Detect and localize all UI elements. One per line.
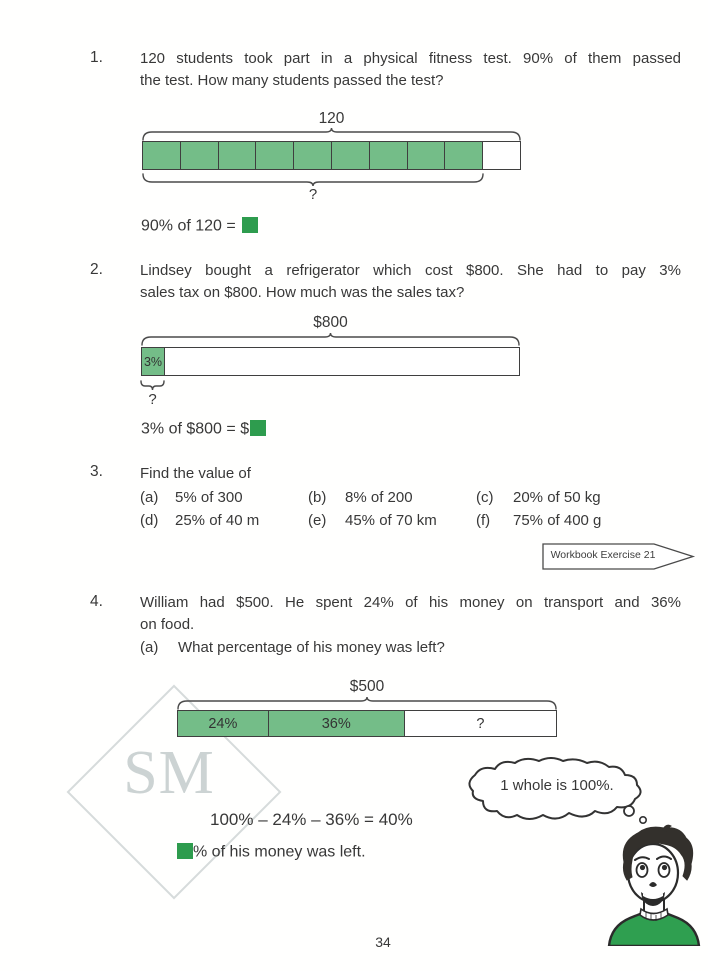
problem-1-line-2: the test. How many students passed the t… xyxy=(140,72,444,89)
bar1-segment xyxy=(218,142,257,169)
bar1-segment xyxy=(294,142,332,169)
exercise-grid: (a) 5% of 300 (b) 8% of 200 (c) 20% of 5… xyxy=(140,486,688,532)
exercise-item-label: (a) xyxy=(140,489,159,506)
bar4-segment-left: ? xyxy=(405,711,556,736)
problem-1-equation: 90% of 120 = xyxy=(141,217,258,236)
workbook-banner: Workbook Exercise 21 xyxy=(542,543,696,570)
bar2-shaded-label: 3% xyxy=(143,354,163,369)
bar1-segment xyxy=(407,142,446,169)
bar4-model: 24% 36% ? xyxy=(177,710,557,737)
bar2-segment-unshaded xyxy=(165,348,519,375)
bar1-segment xyxy=(180,142,219,169)
exercise-item-text: 45% of 70 km xyxy=(345,512,437,529)
exercise-item-label: (d) xyxy=(140,512,159,529)
problem-3-number: 3. xyxy=(90,463,103,480)
bar1-model xyxy=(142,141,521,170)
subquestion-label: (a) xyxy=(140,639,159,656)
bar2-total-label: $800 xyxy=(313,314,348,331)
watermark-logo: SM xyxy=(123,739,215,807)
bar4-seg1-label: 24% xyxy=(208,715,238,732)
bar1-question-label: ? xyxy=(308,186,318,203)
bar4-seg2-label: 36% xyxy=(321,715,351,732)
problem-4-text: William had $500. He spent 24% of his mo… xyxy=(140,592,681,636)
bar1-segment xyxy=(445,142,484,169)
answer-box xyxy=(241,217,258,233)
exercise-item-text: 25% of 40 m xyxy=(175,512,260,529)
bar4-overbrace xyxy=(177,697,557,710)
bar1-total-label: 120 xyxy=(318,110,345,127)
bar4-seg3-label: ? xyxy=(476,715,485,732)
bar1-segment xyxy=(331,142,370,169)
bar4-segment-transport: 24% xyxy=(178,711,269,736)
problem-2-equation: 3% of $800 = $ xyxy=(141,420,267,439)
subquestion-text: What percentage of his money was left? xyxy=(178,639,445,656)
page-number: 34 xyxy=(375,934,391,950)
bar1-segment xyxy=(143,142,181,169)
problem-1-text: 120 students took part in a physical fit… xyxy=(140,48,681,92)
problem-4-working: 100% – 24% – 36% = 40% xyxy=(210,810,413,829)
thought-bubble-icon xyxy=(468,757,648,824)
problem-1-number: 1. xyxy=(90,49,103,66)
problem-3-intro: Find the value of xyxy=(140,465,251,482)
problem-2-text: Lindsey bought a refrigerator which cost… xyxy=(140,260,681,304)
problem-2-line-2: sales tax on $800. How much was the sale… xyxy=(140,284,465,301)
problem-1-line-1: 120 students took part in a physical fit… xyxy=(140,50,681,67)
thought-bubble-text: 1 whole is 100%. xyxy=(500,777,614,794)
problem-2-number: 2. xyxy=(90,261,103,278)
answer-text: % of his money was left. xyxy=(193,843,366,861)
bar1-underbrace xyxy=(142,173,484,186)
bar1-segment xyxy=(256,142,295,169)
problem-4-subquestion: (a) What percentage of his money was left… xyxy=(140,637,681,659)
bar4-segment-food: 36% xyxy=(268,711,405,736)
problem-4-line-2: on food. xyxy=(140,616,195,633)
problem-4-number: 4. xyxy=(90,593,103,610)
cartoon-boy-illustration xyxy=(607,824,701,946)
bar1-segment-unshaded xyxy=(483,142,520,169)
bar1-overbrace xyxy=(142,128,521,141)
equation-text: 90% of 120 = xyxy=(141,217,236,235)
boy-hair xyxy=(622,826,694,881)
bar2-underbrace xyxy=(140,380,165,390)
bar2-segment-shaded: 3% xyxy=(142,348,165,375)
answer-box xyxy=(177,843,193,859)
bar1-segment xyxy=(369,142,408,169)
bar2-model: 3% xyxy=(141,347,520,376)
problem-2-line-1: Lindsey bought a refrigerator which cost… xyxy=(140,262,681,279)
bar2-question-label: ? xyxy=(148,391,157,408)
banner-arrow-icon xyxy=(542,543,696,570)
exercise-item-text: 8% of 200 xyxy=(345,489,413,506)
exercise-item-label: (f) xyxy=(476,512,491,529)
bar2-overbrace xyxy=(141,333,520,346)
answer-box xyxy=(250,420,267,436)
exercise-item-label: (e) xyxy=(308,512,327,529)
exercise-item-text: 20% of 50 kg xyxy=(513,489,601,506)
banner-label: Workbook Exercise 21 xyxy=(550,549,656,561)
equation-text: 3% of $800 = $ xyxy=(141,420,250,438)
bar4-total-label: $500 xyxy=(349,678,385,695)
problem-4-answer: % of his money was left. xyxy=(177,843,366,862)
problem-4-line-1: William had $500. He spent 24% of his mo… xyxy=(140,594,681,611)
exercise-item-text: 75% of 400 g xyxy=(513,512,602,529)
exercise-item-label: (b) xyxy=(308,489,327,506)
exercise-item-label: (c) xyxy=(476,489,494,506)
exercise-item-text: 5% of 300 xyxy=(175,489,243,506)
